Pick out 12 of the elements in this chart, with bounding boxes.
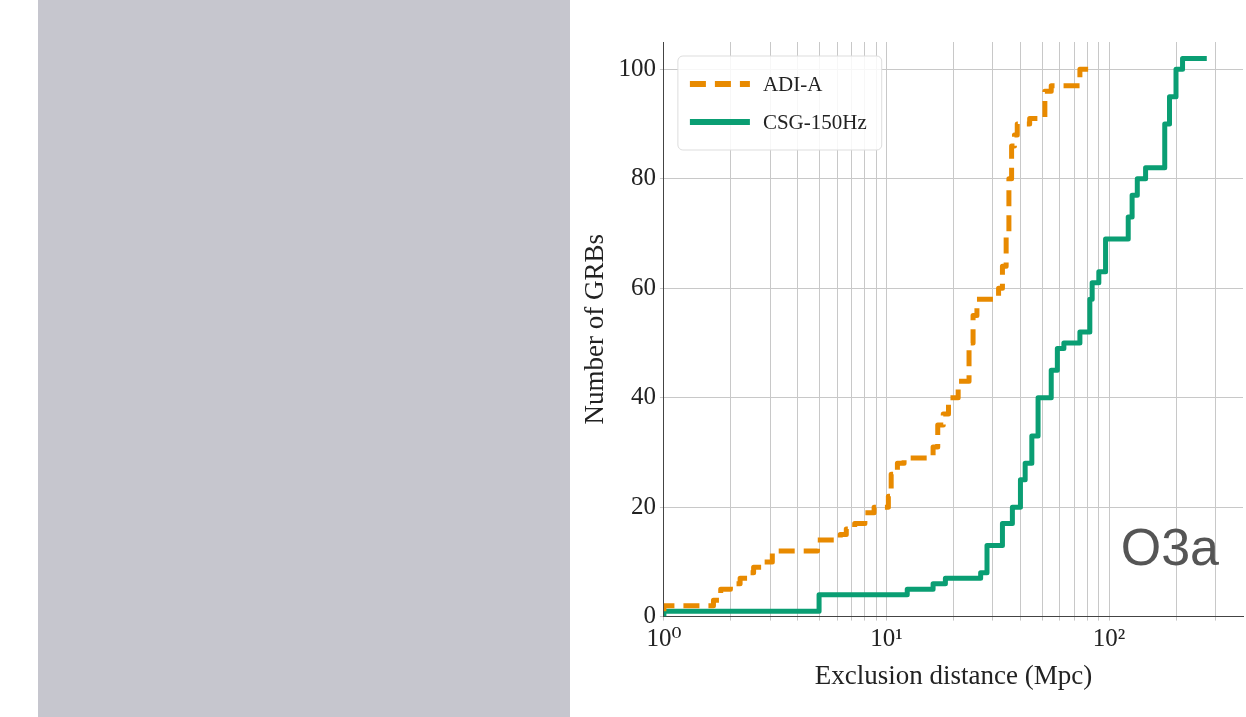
y-tick-label: 80	[630, 163, 656, 191]
y-tick-label: 60	[630, 272, 656, 300]
annotation: O3a	[1120, 517, 1220, 576]
y-tick-label: 100	[618, 53, 656, 81]
y-tick-label: 40	[630, 382, 656, 410]
legend-label: ADI-A	[762, 71, 824, 96]
x-axis-title: Exclusion distance (Mpc)	[814, 659, 1093, 690]
y-axis-title: Number of GRBs	[579, 234, 610, 425]
legend-label: CSG-150Hz	[762, 109, 867, 134]
x-tick-label: 10²	[1092, 624, 1126, 652]
y-tick-label: 20	[630, 491, 656, 519]
x-tick-label: 10¹	[870, 624, 903, 652]
